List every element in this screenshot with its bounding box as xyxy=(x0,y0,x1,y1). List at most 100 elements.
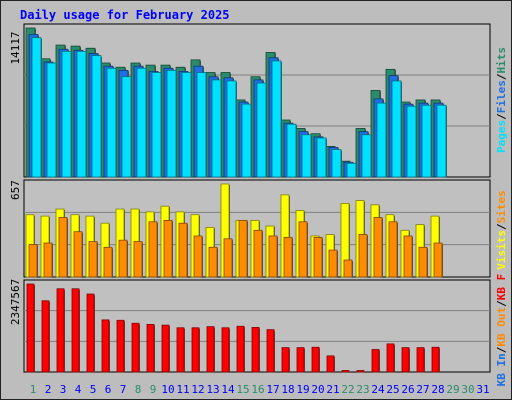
bar-visits-sites-sites-day-27 xyxy=(418,246,428,278)
bar-hits-files-pages-pages-day-4 xyxy=(76,50,87,178)
bar-visits-sites-sites-day-21 xyxy=(328,249,338,278)
x-tick-day-26: 26 xyxy=(401,383,414,396)
bar-hits-files-pages-pages-day-27 xyxy=(421,104,432,178)
bar-hits-files-pages-pages-day-23 xyxy=(361,134,372,178)
x-tick-day-1: 1 xyxy=(30,383,37,396)
legend-text: KB In/KB Out/KB F xyxy=(495,274,508,387)
x-tick-day-29: 29 xyxy=(446,383,459,396)
bar-visits-sites-sites-day-22 xyxy=(343,259,353,278)
bar-hits-files-pages-pages-day-11 xyxy=(181,72,192,178)
legend-entry: Files xyxy=(495,80,508,113)
bar-hits-files-pages-pages-day-26 xyxy=(406,105,417,178)
bar-kbytes-kb-f-day-23 xyxy=(356,370,365,373)
x-tick-day-28: 28 xyxy=(431,383,444,396)
legend-entry: Sites xyxy=(495,190,508,223)
bar-hits-files-pages-pages-day-12 xyxy=(196,72,207,178)
x-tick-day-17: 17 xyxy=(266,383,279,396)
bar-kbytes-kb-f-day-26 xyxy=(401,347,410,373)
chart-title: Daily usage for February 2025 xyxy=(20,8,230,22)
legend-entry: KB In xyxy=(495,353,508,386)
bar-visits-sites-sites-day-12 xyxy=(193,235,203,278)
x-tick-day-23: 23 xyxy=(356,383,369,396)
bar-kbytes-kb-f-day-25 xyxy=(386,343,395,373)
x-tick-day-3: 3 xyxy=(60,383,67,396)
bar-hits-files-pages-pages-day-16 xyxy=(256,82,267,178)
x-tick-day-18: 18 xyxy=(281,383,294,396)
bar-kbytes-kb-f-day-14 xyxy=(221,327,230,373)
x-tick-day-2: 2 xyxy=(45,383,52,396)
x-axis-day-labels: 1 2 3 4 5 6 7 8 9 10 11 12 13 14 15 16 17 18 19 20 21 22 23 24 2… xyxy=(30,383,490,396)
x-tick-day-20: 20 xyxy=(311,383,324,396)
bar-hits-files-pages-pages-day-17 xyxy=(271,60,282,178)
x-tick-day-4: 4 xyxy=(75,383,82,396)
bar-hits-files-pages-pages-day-24 xyxy=(376,102,387,178)
bar-kbytes-kb-f-day-20 xyxy=(311,346,320,373)
bar-hits-files-pages-pages-day-28 xyxy=(436,104,447,178)
bar-hits-files-pages-pages-day-13 xyxy=(211,79,222,178)
legend-entry: Hits xyxy=(495,47,508,74)
y-max-label-visits: 657 xyxy=(9,180,22,200)
bar-hits-files-pages-pages-day-6 xyxy=(106,67,117,178)
x-tick-day-10: 10 xyxy=(161,383,174,396)
legend-entry: / xyxy=(495,223,508,230)
bar-hits-files-pages-pages-day-8 xyxy=(136,67,147,178)
legend-entry: / xyxy=(495,73,508,80)
bar-visits-sites-sites-day-9 xyxy=(148,221,158,278)
legend-text: Visits/Sites xyxy=(495,190,508,270)
legend-entry: Pages xyxy=(495,120,508,153)
bar-kbytes-kb-f-day-8 xyxy=(131,322,140,373)
x-tick-day-13: 13 xyxy=(206,383,219,396)
bar-visits-sites-sites-day-20 xyxy=(313,236,323,278)
bar-hits-files-pages-pages-day-22 xyxy=(346,162,357,178)
x-tick-day-7: 7 xyxy=(120,383,127,396)
bar-kbytes-kb-f-day-3 xyxy=(56,288,65,373)
bar-visits-sites-sites-day-5 xyxy=(88,241,98,278)
bar-visits-sites-sites-day-11 xyxy=(178,222,188,278)
bar-hits-files-pages-pages-day-21 xyxy=(331,149,342,178)
x-tick-day-19: 19 xyxy=(296,383,309,396)
x-tick-day-8: 8 xyxy=(135,383,142,396)
x-tick-day-30: 30 xyxy=(461,383,474,396)
bar-kbytes-kb-f-day-9 xyxy=(146,323,155,373)
legend-entry: KB Out xyxy=(495,307,508,347)
bar-kbytes-kb-f-day-16 xyxy=(251,326,260,373)
bar-kbytes-kb-f-day-28 xyxy=(431,346,440,373)
legend-entry: / xyxy=(495,346,508,353)
visits-sites-panel xyxy=(23,179,491,278)
bar-hits-files-pages-pages-day-2 xyxy=(46,62,57,178)
bar-kbytes-kb-f-day-24 xyxy=(371,349,380,373)
legend-text: Pages/Files/Hits xyxy=(495,47,508,153)
bar-kbytes-kb-f-day-1 xyxy=(26,283,35,373)
x-tick-day-24: 24 xyxy=(371,383,385,396)
x-tick-day-6: 6 xyxy=(105,383,112,396)
bar-visits-sites-sites-day-4 xyxy=(73,231,83,278)
bar-kbytes-kb-f-day-11 xyxy=(176,327,185,373)
bar-hits-files-pages-pages-day-5 xyxy=(91,55,102,178)
x-tick-day-9: 9 xyxy=(150,383,157,396)
bar-hits-files-pages-pages-day-18 xyxy=(286,123,297,178)
x-tick-day-14: 14 xyxy=(221,383,235,396)
bar-visits-sites-sites-day-3 xyxy=(58,217,68,278)
bar-visits-sites-sites-day-28 xyxy=(433,242,443,278)
bar-visits-sites-sites-day-15 xyxy=(238,219,248,278)
bar-hits-files-pages-pages-day-19 xyxy=(301,134,312,178)
bar-visits-sites-sites-day-26 xyxy=(403,235,413,278)
bar-visits-sites-sites-day-16 xyxy=(253,229,263,278)
bar-kbytes-kb-f-day-19 xyxy=(296,347,305,373)
bar-visits-sites-sites-day-23 xyxy=(358,234,368,278)
bar-hits-files-pages-pages-day-7 xyxy=(121,76,132,178)
bar-kbytes-kb-f-day-10 xyxy=(161,324,170,373)
x-tick-day-27: 27 xyxy=(416,383,429,396)
bar-kbytes-kb-f-day-6 xyxy=(101,319,110,373)
bar-visits-sites-sites-day-18 xyxy=(283,236,293,278)
bar-visits-sites-sites-day-14 xyxy=(223,238,233,278)
bar-hits-files-pages-pages-day-25 xyxy=(391,80,402,178)
bar-kbytes-kb-f-day-21 xyxy=(326,355,335,373)
bar-kbytes-kb-f-day-15 xyxy=(236,325,245,373)
bar-kbytes-kb-f-day-7 xyxy=(116,319,125,373)
hits-files-pages-panel xyxy=(23,23,491,178)
bar-visits-sites-sites-day-1 xyxy=(28,244,38,278)
bar-visits-sites-sites-day-10 xyxy=(163,219,173,278)
bar-visits-sites-sites-day-2 xyxy=(43,242,53,278)
